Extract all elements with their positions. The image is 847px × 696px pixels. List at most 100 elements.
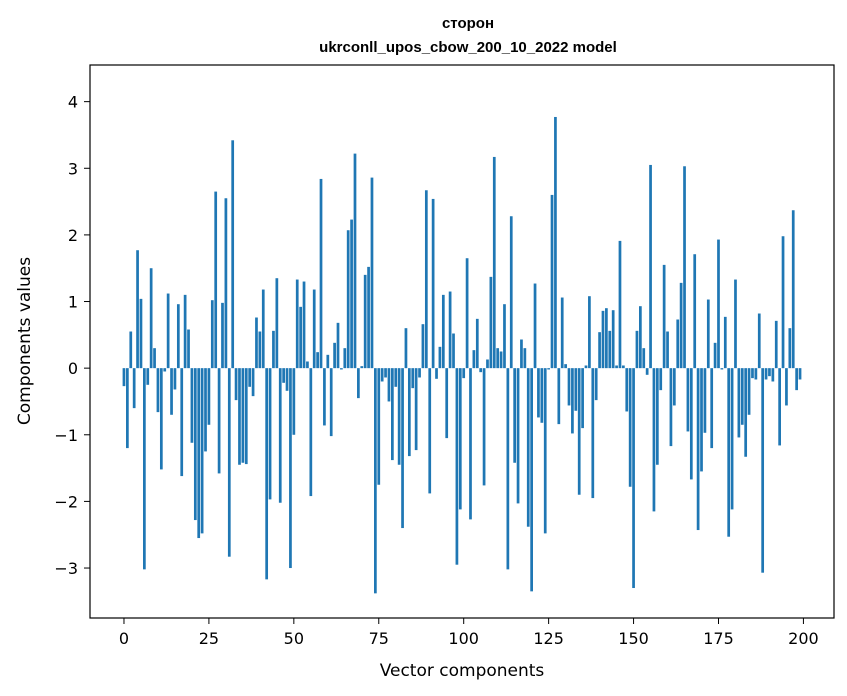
bar (394, 368, 398, 387)
bar (778, 368, 781, 446)
bar (285, 368, 289, 391)
bar (672, 368, 676, 406)
bar (292, 368, 296, 435)
bar (520, 339, 523, 369)
bar (601, 310, 605, 369)
bar (723, 316, 727, 369)
bar (231, 140, 235, 369)
bar (265, 368, 269, 580)
bar (540, 368, 544, 423)
bar (608, 330, 612, 369)
bar (564, 364, 567, 369)
chart-title-line2: ukrconll_upos_cbow_200_10_2022 model (319, 39, 617, 56)
bar (367, 266, 370, 369)
bar (153, 348, 156, 369)
bar (717, 239, 720, 369)
bar (689, 368, 693, 480)
bar (642, 348, 646, 369)
bar (302, 281, 306, 369)
bar (547, 368, 550, 370)
bar (428, 368, 432, 494)
bar (469, 368, 472, 520)
bar (340, 368, 343, 370)
bar (357, 368, 360, 399)
bar (275, 278, 279, 369)
bar (295, 279, 299, 369)
bar (720, 368, 724, 370)
bar (635, 330, 639, 369)
bar (176, 304, 180, 369)
bar (360, 366, 364, 369)
bar (323, 368, 326, 426)
bar (458, 368, 462, 510)
bar (523, 348, 527, 369)
bar (747, 368, 751, 415)
bar (503, 304, 506, 369)
bar (255, 317, 258, 369)
bar (489, 276, 493, 369)
bar (734, 279, 737, 369)
x-tick-label: 175 (703, 629, 734, 648)
bar (418, 368, 421, 378)
bar (445, 368, 449, 439)
bar (737, 368, 741, 438)
bar (571, 368, 574, 434)
bar (370, 177, 374, 369)
plot-frame (89, 64, 835, 619)
bar (594, 368, 598, 401)
bar (129, 331, 133, 369)
bar (639, 306, 642, 369)
bar (404, 328, 408, 369)
bar (204, 368, 207, 452)
bar (683, 166, 686, 369)
y-tick-label: −3 (54, 559, 78, 578)
y-tick-label: 4 (68, 93, 78, 112)
bar (244, 368, 248, 465)
bar (258, 331, 262, 369)
bar (574, 368, 578, 411)
bar (781, 236, 785, 369)
bar (557, 368, 561, 425)
bar (139, 298, 143, 369)
bar (431, 198, 435, 369)
bar (605, 308, 608, 369)
bar (210, 300, 214, 369)
bar (241, 368, 245, 463)
bar (700, 368, 703, 472)
bar (319, 178, 323, 369)
bar (710, 368, 714, 449)
bar (479, 368, 483, 373)
bar (472, 350, 476, 369)
bar (530, 368, 533, 592)
bar (346, 230, 350, 369)
bar (251, 368, 255, 397)
bar (126, 368, 129, 449)
bar (584, 365, 588, 369)
bar (187, 329, 190, 369)
bar (703, 368, 707, 433)
bar (268, 368, 272, 500)
bar (655, 368, 659, 465)
bar (455, 368, 459, 565)
bar (448, 291, 452, 369)
bar (482, 368, 486, 486)
bar (577, 368, 581, 495)
bar (343, 348, 347, 369)
bar (567, 368, 571, 406)
bar (486, 359, 489, 369)
bar (149, 268, 153, 369)
bar (122, 368, 126, 387)
bar (774, 320, 778, 369)
x-tick-label: 0 (119, 629, 129, 648)
bar (156, 368, 160, 413)
bar (598, 332, 601, 369)
bar (693, 254, 697, 369)
bar (214, 191, 218, 369)
bar (143, 368, 146, 570)
ticks-group: 0 25 50 75 100 125 150 175 200 −3 −2 −1 0 1 2 3 4 (54, 93, 818, 648)
x-tick-label: 200 (788, 629, 819, 648)
y-tick-label: −2 (54, 492, 78, 511)
bar (615, 365, 618, 369)
bar (550, 194, 554, 369)
